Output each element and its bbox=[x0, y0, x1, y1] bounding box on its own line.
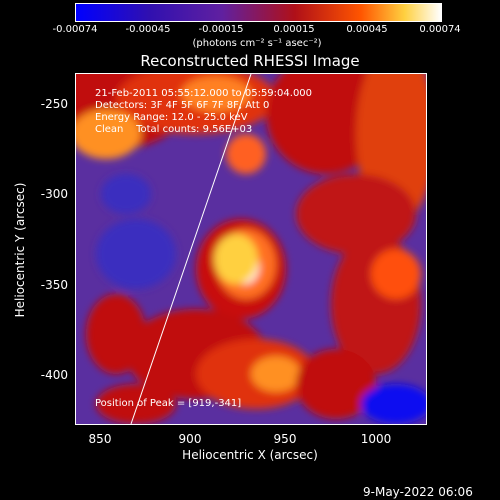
colorbar-tick: -0.00074 bbox=[52, 24, 98, 35]
colorbar bbox=[75, 3, 442, 22]
x-tick-label: 1000 bbox=[360, 432, 392, 446]
plot-title: Reconstructed RHESSI Image bbox=[140, 52, 360, 70]
colorbar-tick: -0.00045 bbox=[125, 24, 171, 35]
info-time: 21-Feb-2011 05:55:12.000 to 05:59:04.000 bbox=[95, 88, 313, 99]
x-tick-label: 950 bbox=[273, 432, 297, 446]
info-energy: Energy Range: 12.0 - 25.0 keV bbox=[95, 112, 248, 123]
info-detectors: Detectors: 3F 4F 5F 6F 7F 8F, Att 0 bbox=[95, 100, 270, 111]
peak-position: Position of Peak = [919,-341] bbox=[95, 398, 242, 409]
info-block: 21-Feb-2011 05:55:12.000 to 05:59:04.000… bbox=[95, 88, 312, 136]
x-tick-label: 900 bbox=[178, 432, 202, 446]
x-axis-label: Heliocentric X (arcsec) bbox=[182, 448, 318, 462]
emission-blob bbox=[296, 174, 416, 254]
colorbar-units: (photons cm⁻² s⁻¹ asec⁻²) bbox=[192, 38, 322, 49]
emission-blob bbox=[96, 384, 176, 424]
x-tick-label: 850 bbox=[88, 432, 112, 446]
emission-blob bbox=[296, 349, 376, 419]
colorbar-tick: 0.00015 bbox=[273, 24, 315, 35]
emission-blob bbox=[96, 219, 176, 289]
y-axis-label: Heliocentric Y (arcsec) bbox=[13, 182, 27, 318]
timestamp: 9-May-2022 06:06 bbox=[363, 485, 473, 499]
y-tick-label: -400 bbox=[40, 368, 68, 382]
colorbar-tick: 0.00045 bbox=[346, 24, 388, 35]
limb-line bbox=[130, 74, 252, 424]
emission-blob bbox=[181, 76, 251, 112]
emission-blob bbox=[214, 234, 258, 284]
emission-blob bbox=[371, 249, 421, 299]
emission-blob bbox=[226, 134, 266, 174]
emission-blob bbox=[361, 384, 426, 424]
heatmap-svg bbox=[76, 74, 426, 424]
colorbar-tick: -0.00015 bbox=[198, 24, 244, 35]
emission-blob bbox=[101, 174, 151, 214]
emission-blob bbox=[251, 356, 301, 392]
info-clean: Clean Total counts: 9.56E+03 bbox=[95, 124, 253, 135]
heatmap-plot bbox=[75, 73, 427, 425]
emission-blob bbox=[76, 109, 141, 159]
y-tick-label: -250 bbox=[40, 97, 68, 111]
colorbar-tick: 0.00074 bbox=[419, 24, 461, 35]
y-tick-label: -300 bbox=[40, 187, 68, 201]
y-tick-label: -350 bbox=[40, 278, 68, 292]
emission-blob bbox=[266, 74, 386, 174]
